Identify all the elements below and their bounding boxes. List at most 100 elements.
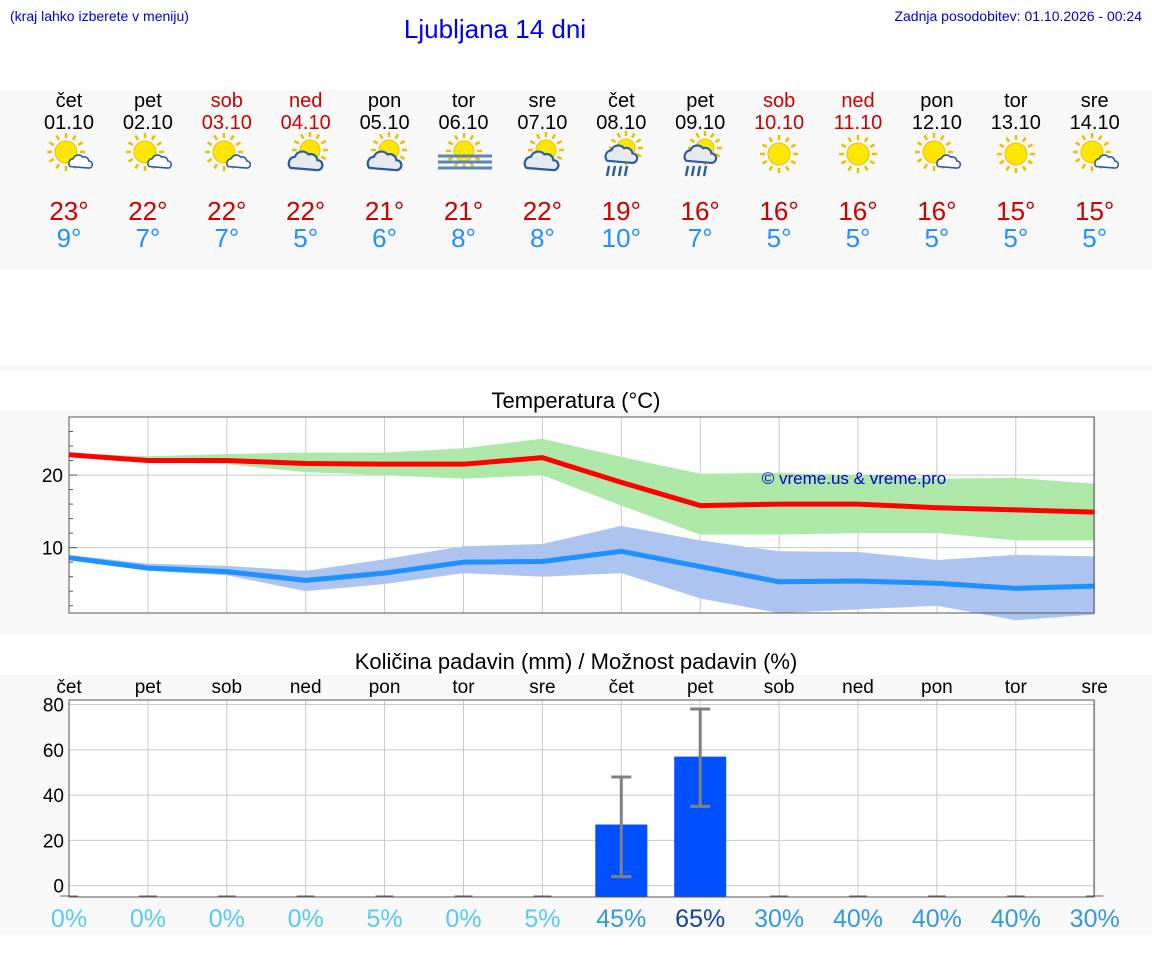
day-forecast: pon 12.10 16° 5° bbox=[897, 90, 977, 251]
max-temperature: 15° bbox=[1075, 196, 1115, 226]
plot-area bbox=[69, 700, 1094, 897]
precipitation-probability: 40% bbox=[833, 905, 883, 933]
day-name: sob bbox=[762, 90, 796, 112]
day-name: pon bbox=[920, 90, 954, 112]
min-temperature: 5° bbox=[293, 223, 319, 253]
precipitation-probability: 5% bbox=[367, 905, 403, 933]
rain-cloud-sun-icon bbox=[604, 131, 644, 177]
cloud-sun-icon bbox=[366, 132, 407, 172]
precipitation-probability: 40% bbox=[991, 905, 1041, 933]
max-temperature: 21° bbox=[364, 196, 405, 226]
menu-hint: (kraj lahko izberete v meniju) bbox=[10, 8, 189, 24]
min-temperature-band bbox=[69, 525, 1095, 621]
min-temperature: 5° bbox=[1082, 223, 1108, 253]
day-forecast: sre 14.10 15° 5° bbox=[1055, 90, 1135, 251]
sun-cloud-icon bbox=[1072, 133, 1119, 171]
min-temperature: 5° bbox=[924, 223, 950, 253]
page-title: Ljubljana 14 dni bbox=[403, 14, 587, 44]
fog-sun-icon bbox=[437, 133, 492, 170]
x-tick-label: pet bbox=[687, 677, 714, 698]
precipitation-chart-title: Količina padavin (mm) / Možnost padavin … bbox=[354, 649, 798, 674]
day-date: 07.10 bbox=[517, 112, 568, 134]
sun-cloud-icon bbox=[204, 133, 251, 171]
sun-icon bbox=[760, 135, 799, 173]
max-temperature: 16° bbox=[838, 196, 878, 226]
day-forecast: ned 04.10 22° 5° bbox=[266, 90, 346, 251]
day-name: ned bbox=[289, 90, 323, 112]
temperature-chart-title: Temperatura (°C) bbox=[491, 388, 661, 413]
precipitation-probability: 5% bbox=[524, 905, 560, 933]
divider bbox=[0, 365, 1152, 371]
day-date: 01.10 bbox=[43, 112, 95, 134]
day-forecast: sob 03.10 22° 7° bbox=[187, 90, 267, 251]
precipitation-probability: 30% bbox=[1070, 905, 1120, 933]
min-temperature: 5° bbox=[766, 223, 792, 253]
max-temperature-line bbox=[68, 452, 1095, 515]
plot-frame bbox=[68, 416, 1095, 614]
daily-forecast-strip: čet 01.10 23° 9° pet 02.10 22° 7° sob 03.10 22° 7° n… bbox=[0, 90, 1152, 270]
day-forecast: tor 06.10 21° 8° bbox=[424, 90, 504, 251]
max-temperature: 16° bbox=[680, 196, 720, 226]
day-date: 11.10 bbox=[833, 112, 883, 134]
x-tick-label: ned bbox=[842, 677, 874, 698]
day-name: čet bbox=[607, 90, 635, 112]
cloud-sun-icon bbox=[524, 132, 565, 172]
min-temperature: 5° bbox=[1003, 223, 1029, 253]
day-forecast: pet 09.10 16° 7° bbox=[660, 90, 740, 251]
min-temperature: 7° bbox=[135, 223, 161, 253]
x-tick-label: tor bbox=[1005, 677, 1028, 698]
max-temperature: 19° bbox=[601, 196, 641, 226]
day-date: 05.10 bbox=[359, 112, 410, 134]
day-name: pon bbox=[367, 90, 402, 112]
x-tick-label: sre bbox=[529, 677, 555, 698]
max-temperature: 21° bbox=[443, 196, 484, 226]
min-temperature-line bbox=[68, 548, 1095, 591]
sun-icon bbox=[839, 135, 877, 173]
day-name: ned bbox=[841, 90, 875, 112]
last-update: Zadnja posodobitev: 01.10.2026 - 00:24 bbox=[894, 8, 1142, 24]
y-tick-label: 80 bbox=[43, 696, 64, 717]
x-tick-label: pon bbox=[369, 677, 401, 698]
precipitation-probability: 0% bbox=[288, 905, 324, 933]
day-name: sre bbox=[528, 90, 557, 112]
day-date: 14.10 bbox=[1069, 112, 1120, 134]
x-tick-label: čet bbox=[609, 677, 635, 698]
day-name: pet bbox=[133, 90, 162, 112]
day-date: 13.10 bbox=[990, 112, 1041, 134]
precipitation-probability: 0% bbox=[130, 905, 166, 933]
max-temperature: 22° bbox=[207, 196, 247, 226]
cloud-sun-icon bbox=[287, 132, 328, 172]
y-tick-label: 60 bbox=[43, 741, 64, 762]
day-name: sob bbox=[210, 90, 243, 112]
day-date: 08.10 bbox=[596, 112, 647, 134]
day-forecast: sob 10.10 16° 5° bbox=[739, 90, 819, 251]
max-temperature: 16° bbox=[917, 196, 957, 226]
day-date: 02.10 bbox=[122, 112, 173, 134]
day-date: 09.10 bbox=[675, 112, 726, 134]
min-temperature: 6° bbox=[372, 223, 398, 253]
x-tick-label: sob bbox=[211, 677, 242, 698]
day-date: 12.10 bbox=[911, 112, 962, 134]
x-tick-label: tor bbox=[452, 677, 475, 698]
copyright-annotation: © vreme.us & vreme.pro bbox=[762, 469, 946, 488]
min-temperature: 7° bbox=[687, 223, 713, 253]
temperature-plot: 10 20 © vreme.us & vreme.pro bbox=[42, 416, 1096, 621]
day-forecast: čet 08.10 19° 10° bbox=[581, 90, 661, 251]
sun-cloud-icon bbox=[47, 133, 94, 171]
precipitation-probability: 40% bbox=[912, 905, 962, 933]
x-tick-label: pon bbox=[921, 677, 953, 698]
max-temperature: 23° bbox=[49, 196, 89, 226]
day-forecast: tor 13.10 15° 5° bbox=[976, 90, 1056, 251]
sun-cloud-icon bbox=[914, 133, 962, 171]
max-temperature: 15° bbox=[996, 196, 1036, 226]
min-temperature: 8° bbox=[451, 223, 476, 253]
sun-cloud-icon bbox=[125, 133, 173, 171]
precipitation-probability: 0% bbox=[51, 905, 87, 933]
y-tick-label: 0 bbox=[53, 877, 64, 898]
precipitation-probability: 65% bbox=[675, 905, 725, 933]
day-forecast: pon 05.10 21° 6° bbox=[345, 90, 425, 251]
day-forecast: ned 11.10 16° 5° bbox=[818, 90, 898, 251]
y-tick-label: 40 bbox=[43, 786, 64, 807]
day-date: 03.10 bbox=[201, 112, 252, 134]
